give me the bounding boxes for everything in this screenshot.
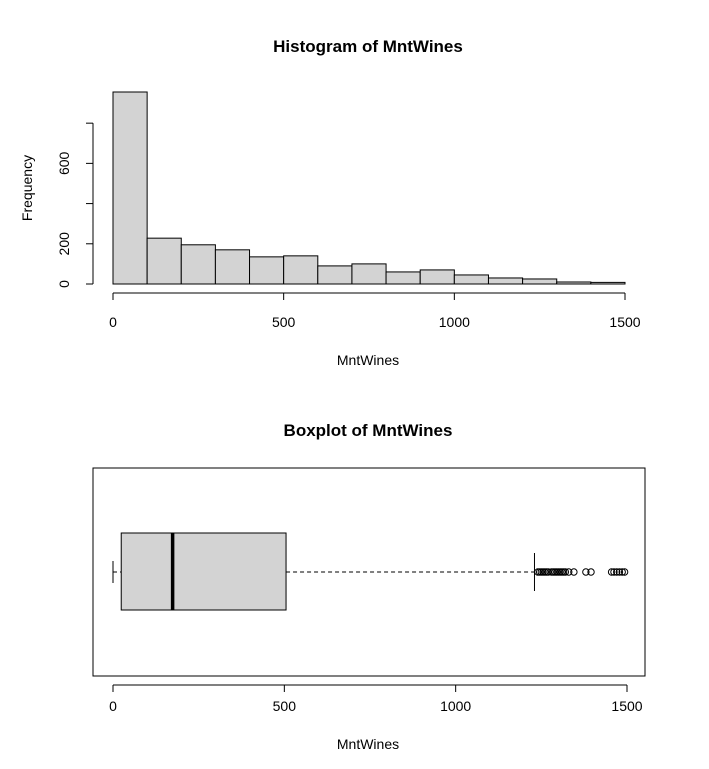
- histogram-bar: [249, 256, 285, 285]
- boxplot-outlier-point: [618, 568, 626, 576]
- histogram-bar: [487, 277, 524, 285]
- boxplot-x-tick-label: 1500: [611, 698, 642, 714]
- boxplot-outlier-point: [620, 568, 629, 576]
- histogram-bar: [419, 269, 455, 285]
- histogram-x-tick-label: 1500: [609, 314, 640, 330]
- boxplot-outlier-point: [582, 568, 590, 576]
- boxplot-outlier-point: [613, 568, 621, 576]
- boxplot-x-axis: 0 500 1000 1500: [109, 684, 643, 714]
- histogram-x-tick-label: 0: [109, 314, 117, 330]
- histogram-bar: [453, 274, 489, 285]
- boxplot-outlier-point: [607, 568, 616, 576]
- histogram-bar: [283, 255, 319, 285]
- boxplot-x-axis-label: MntWines: [337, 736, 399, 752]
- histogram-bar: [214, 249, 251, 285]
- histogram-x-tick-label: 1000: [439, 314, 470, 330]
- histogram-panel: Histogram of MntWines 0 500 1000 1500 0 200 6…: [19, 37, 641, 368]
- boxplot-outlier-point: [615, 568, 624, 576]
- boxplot-outlier-point: [587, 568, 595, 576]
- histogram-x-tick-label: 500: [272, 314, 296, 330]
- boxplot-panel: Boxplot of MntWines 0 500 1000 1500 MntWine…: [92, 421, 646, 752]
- boxplot-outlier-point: [565, 568, 573, 576]
- histogram-bar: [146, 237, 182, 285]
- histogram-bar: [556, 281, 592, 285]
- histogram-y-tick-label: 0: [56, 280, 72, 288]
- histogram-bar: [317, 265, 353, 285]
- histogram-bar: [180, 244, 216, 285]
- histogram-title: Histogram of MntWines: [273, 37, 463, 56]
- histogram-bar: [522, 278, 558, 285]
- boxplot-box: [120, 532, 287, 611]
- histogram-y-axis-label: Frequency: [19, 155, 35, 221]
- boxplot-x-tick-label: 0: [109, 698, 117, 714]
- histogram-x-axis-label: MntWines: [337, 352, 399, 368]
- histogram-y-tick-label: 600: [56, 151, 72, 175]
- boxplot-outlier-point: [570, 568, 578, 576]
- histogram-y-tick-label: 200: [56, 232, 72, 256]
- histogram-bar: [351, 263, 387, 285]
- boxplot-outlier-point: [561, 568, 570, 576]
- boxplot-elements: [112, 532, 629, 611]
- boxplot-x-tick-label: 500: [273, 698, 297, 714]
- histogram-x-axis: 0 500 1000 1500: [109, 292, 641, 330]
- boxplot-outlier-point: [610, 568, 618, 576]
- boxplot-title: Boxplot of MntWines: [284, 421, 453, 440]
- boxplot-x-tick-label: 1000: [440, 698, 471, 714]
- histogram-bar: [385, 271, 421, 285]
- histogram-bar: [112, 91, 148, 285]
- histogram-bars: [112, 91, 626, 285]
- boxplot-plot-frame: [92, 467, 646, 677]
- histogram-y-axis: 0 200 600: [56, 122, 94, 288]
- histogram-bar: [590, 281, 626, 285]
